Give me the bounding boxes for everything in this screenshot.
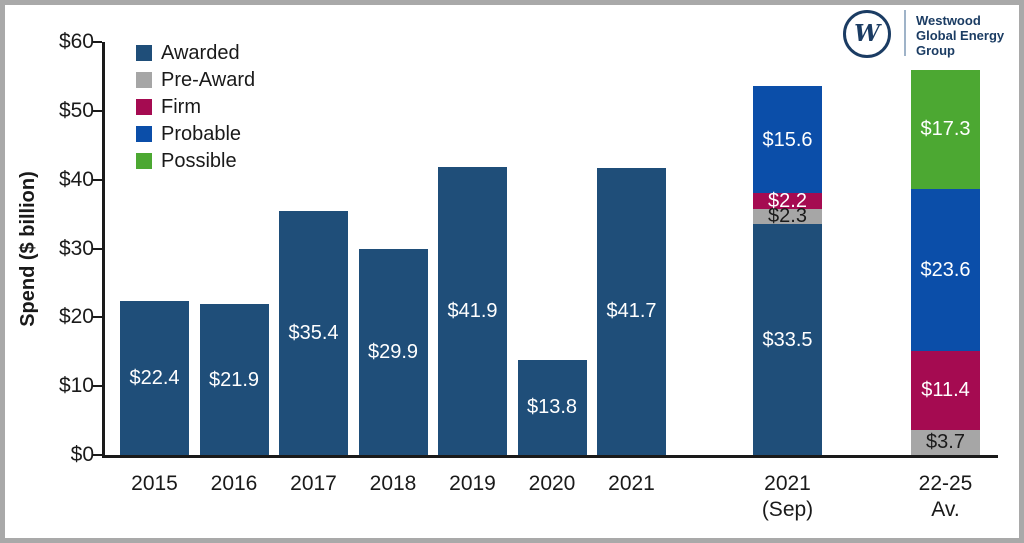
- y-tick-label-6: $60: [58, 30, 94, 53]
- bar-value-label: $3.7: [926, 431, 965, 454]
- y-tick-mark-0: [93, 454, 102, 456]
- bar-value-label: $22.4: [129, 366, 180, 389]
- legend-item-pre-award: Pre-Award: [136, 66, 255, 93]
- y-tick-mark-6: [93, 41, 102, 43]
- logo-w-monogram: W: [854, 19, 880, 47]
- bar-segment-awarded-2021: $41.7: [597, 167, 666, 455]
- bar-value-label: $41.7: [606, 300, 657, 323]
- bar-value-label: $41.9: [447, 299, 498, 322]
- legend-swatch-icon: [136, 44, 152, 61]
- logo-text-line2: Global Energy: [916, 28, 1005, 43]
- bar-value-label: $11.4: [921, 379, 970, 402]
- bar-value-label: $2.2: [768, 190, 807, 212]
- x-tick-label-2015: 2015: [95, 471, 215, 497]
- logo-divider: [904, 10, 906, 56]
- x-tick-line: 22-25: [918, 472, 973, 495]
- legend-swatch-icon: [136, 125, 152, 142]
- x-tick-line: 2018: [369, 472, 417, 495]
- bar-value-label: $23.6: [920, 258, 971, 281]
- bar-segment-pre-award-2021-sep-: $2.3: [753, 205, 822, 228]
- bar-value-label: $2.3: [768, 205, 807, 228]
- legend-swatch-icon: [136, 71, 152, 88]
- x-tick-line: (Sep): [761, 498, 814, 521]
- company-logo: W Westwood Global Energy Group: [843, 9, 1004, 58]
- bar-segment-probable-22-25-av-: $23.6: [911, 188, 980, 352]
- bar-segment-awarded-2020: $13.8: [517, 360, 587, 455]
- bar-segment-awarded-2015: $22.4: [120, 300, 189, 455]
- x-tick-label-22-25-av-: 22-25 Av.: [886, 471, 1006, 523]
- bar-segment-firm-2021-sep-: $2.2: [753, 190, 822, 212]
- bar-segment-awarded-2016: $21.9: [199, 304, 269, 455]
- y-tick-label-2: $20: [58, 305, 94, 329]
- bar-segment-awarded-2017: $35.4: [279, 211, 348, 455]
- y-tick-mark-3: [93, 247, 102, 250]
- x-tick-label-2021-sep-: 2021 (Sep): [728, 471, 848, 523]
- bar-value-label: $13.8: [526, 396, 578, 419]
- legend-item-probable: Probable: [136, 120, 255, 147]
- x-tick-line: 2020: [528, 472, 576, 495]
- bar-value-label: $21.9: [208, 368, 260, 391]
- bar-value-label: $33.5: [762, 328, 813, 351]
- y-tick-label-5: $50: [58, 98, 94, 122]
- logo-text-line3: Group: [916, 43, 955, 58]
- y-tick-mark-1: [93, 385, 102, 388]
- x-tick-line: 2019: [449, 472, 496, 495]
- legend-label: Possible: [161, 149, 237, 172]
- bar-value-label: $15.6: [762, 128, 813, 151]
- bar-segment-possible-22-25-av-: $17.3: [911, 69, 980, 189]
- logo-circle-icon: W: [843, 10, 891, 58]
- x-tick-line: 2021: [608, 472, 655, 495]
- x-tick-label-2016: 2016: [174, 471, 294, 497]
- x-axis-line: [102, 455, 998, 458]
- bar-value-label: $17.3: [920, 118, 971, 141]
- bar-segment-awarded-2019: $41.9: [438, 166, 507, 455]
- legend-swatch-icon: [136, 152, 152, 169]
- legend-label: Awarded: [161, 41, 240, 64]
- bar-value-label: $29.9: [367, 341, 419, 364]
- bar-segment-awarded-2018: $29.9: [358, 249, 428, 455]
- logo-text-line1: Westwood: [916, 13, 981, 28]
- legend-swatch-icon: [136, 98, 152, 115]
- legend-label: Pre-Award: [161, 68, 256, 91]
- x-tick-line: Av.: [931, 498, 960, 521]
- x-tick-line: 2017: [290, 472, 337, 495]
- x-tick-label-2021: 2021: [572, 471, 692, 497]
- y-tick-label-0: $0: [70, 443, 94, 466]
- y-axis-line: [102, 42, 105, 457]
- y-tick-label-4: $40: [58, 167, 94, 191]
- y-tick-mark-4: [93, 178, 102, 181]
- x-tick-line: 2016: [210, 472, 258, 495]
- x-tick-line: 2021: [764, 472, 811, 495]
- x-tick-label-2018: 2018: [333, 471, 453, 497]
- y-tick-mark-5: [93, 109, 102, 112]
- bar-segment-probable-2021-sep-: $15.6: [753, 86, 822, 194]
- bar-segment-pre-award-22-25-av-: $3.7: [911, 429, 980, 455]
- logo-wordmark: Westwood Global Energy Group: [916, 9, 1004, 58]
- x-tick-line: 2015: [131, 472, 178, 495]
- y-tick-mark-2: [93, 316, 102, 319]
- bar-segment-awarded-2021-sep-: $33.5: [753, 224, 822, 455]
- legend: Awarded Pre-Award Firm Probable Possible: [136, 39, 255, 174]
- bar-value-label: $35.4: [288, 322, 339, 345]
- y-tick-label-1: $10: [58, 374, 94, 398]
- bar-segment-firm-22-25-av-: $11.4: [911, 351, 980, 430]
- x-tick-label-2019: 2019: [413, 471, 533, 497]
- legend-item-firm: Firm: [136, 93, 255, 120]
- x-tick-label-2020: 2020: [492, 471, 612, 497]
- legend-label: Firm: [161, 95, 201, 118]
- legend-label: Probable: [161, 122, 242, 145]
- legend-item-possible: Possible: [136, 147, 255, 174]
- x-tick-label-2017: 2017: [254, 471, 374, 497]
- y-tick-label-3: $30: [58, 236, 94, 260]
- legend-item-awarded: Awarded: [136, 39, 255, 66]
